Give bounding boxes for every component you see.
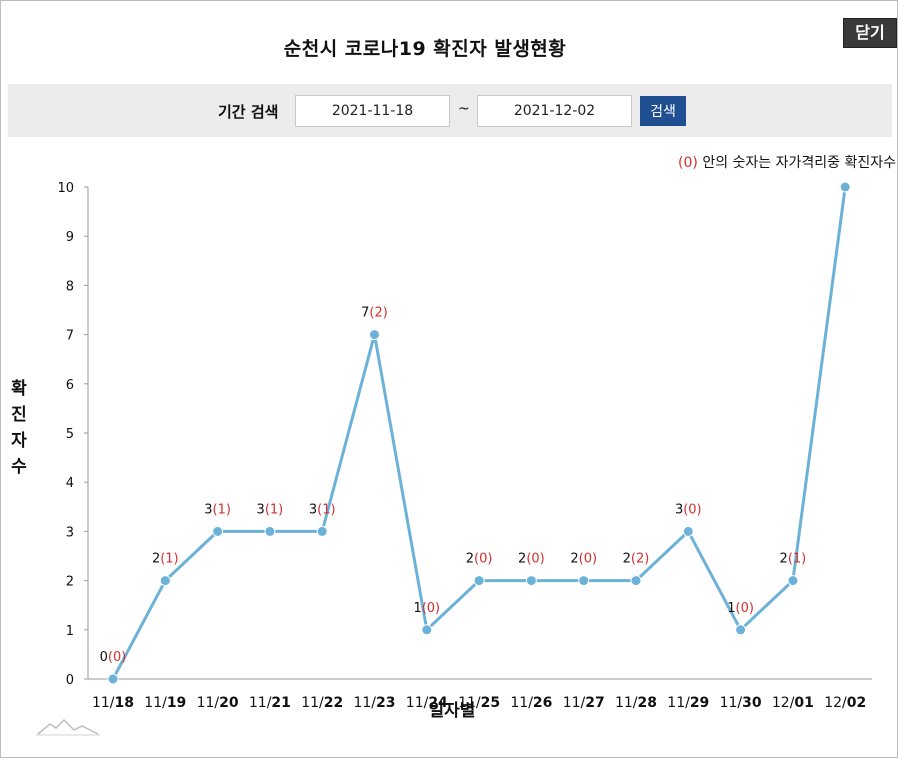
data-point <box>107 673 119 685</box>
x-tick-label: 11/20 <box>197 695 239 711</box>
y-tick-label: 4 <box>66 476 74 491</box>
data-label: 7(2) <box>361 306 388 321</box>
y-tick-label: 5 <box>66 427 74 442</box>
data-label: 1(0) <box>413 601 440 616</box>
y-axis-title-char: 진 <box>11 405 27 425</box>
data-label: 2(1) <box>780 552 807 567</box>
x-tick-label: 11/19 <box>144 695 186 711</box>
data-point <box>264 525 276 537</box>
x-tick-label: 11/22 <box>301 695 343 711</box>
data-point <box>369 329 380 341</box>
x-tick-label: 11/25 <box>458 695 500 711</box>
data-label: 1(0) <box>727 601 754 616</box>
chart-note: (0) 안의 숫자는 자가격리중 확진자수 <box>678 152 896 172</box>
x-tick-label: 11/30 <box>720 695 762 711</box>
y-tick-label: 7 <box>66 329 74 344</box>
date-from-input[interactable] <box>295 95 450 127</box>
data-point <box>787 575 799 587</box>
data-point <box>421 624 433 636</box>
close-button[interactable]: 닫기 <box>843 18 897 48</box>
data-point <box>525 575 537 587</box>
x-tick-label: 11/21 <box>249 695 291 711</box>
data-point <box>578 575 590 587</box>
x-tick-label: 12/01 <box>772 695 814 711</box>
x-tick-label: 11/24 <box>406 695 448 711</box>
data-label: 2(2) <box>623 552 650 567</box>
data-label: 3(1) <box>257 502 284 517</box>
data-label: 2(0) <box>466 552 493 567</box>
data-point <box>630 575 642 587</box>
x-tick-label: 11/28 <box>615 695 657 711</box>
search-label: 기간 검색 <box>218 103 279 121</box>
y-tick-label: 3 <box>66 525 74 540</box>
search-button[interactable]: 검색 <box>640 96 686 126</box>
data-label: 3(1) <box>204 502 231 517</box>
y-axis-title-char: 확 <box>11 379 27 399</box>
y-tick-label: 10 <box>57 181 74 196</box>
page-title: 순천시 코로나19 확진자 발생현황 <box>283 38 567 60</box>
y-axis-title-char: 자 <box>11 431 27 451</box>
note-text: 안의 숫자는 자가격리중 확진자수 <box>697 155 896 171</box>
data-label: 2(0) <box>518 552 545 567</box>
y-tick-label: 6 <box>66 378 74 393</box>
x-tick-label: 12/02 <box>824 695 866 711</box>
y-tick-label: 8 <box>66 279 74 294</box>
x-tick-label: 11/29 <box>667 695 709 711</box>
data-point <box>212 525 224 537</box>
mountain-logo-icon <box>36 718 100 736</box>
data-point <box>316 525 328 537</box>
search-bar: 기간 검색 ~ 검색 <box>8 84 892 137</box>
x-tick-label: 11/26 <box>510 695 552 711</box>
data-point <box>159 575 171 587</box>
data-point <box>839 181 851 193</box>
x-tick-label: 11/23 <box>353 695 395 711</box>
x-tick-label: 11/18 <box>92 695 134 711</box>
data-label: 2(0) <box>570 552 597 567</box>
y-tick-label: 2 <box>66 575 74 590</box>
y-axis-title-char: 수 <box>11 457 27 477</box>
data-label: 0(0) <box>100 650 127 665</box>
data-label: 3(1) <box>309 502 336 517</box>
y-tick-label: 9 <box>66 230 74 245</box>
date-range-separator: ~ <box>458 101 470 117</box>
date-to-input[interactable] <box>477 95 632 127</box>
note-paren: (0) <box>678 155 698 171</box>
x-tick-label: 11/27 <box>563 695 605 711</box>
x-axis-title: 일자별 <box>429 701 476 721</box>
data-label: 2(1) <box>152 552 179 567</box>
y-tick-label: 0 <box>66 673 74 688</box>
data-label: 3(0) <box>675 502 702 517</box>
data-point <box>682 525 694 537</box>
y-tick-label: 1 <box>66 624 74 639</box>
data-point <box>473 575 485 587</box>
data-point <box>735 624 747 636</box>
